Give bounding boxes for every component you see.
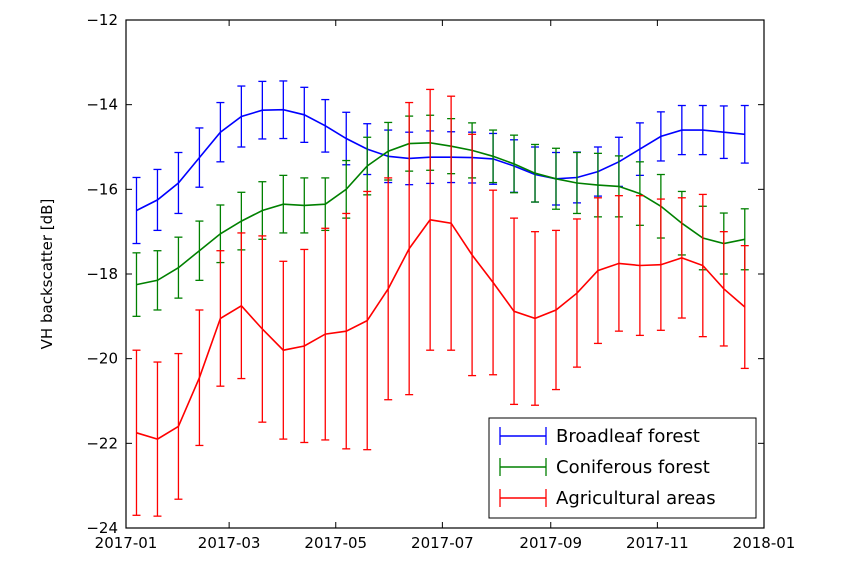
legend-box [488, 417, 757, 519]
x-tick-label: 2017-05 [304, 534, 367, 552]
series-coniferous-forest [132, 114, 749, 317]
legend-label: Broadleaf forest [556, 426, 700, 447]
y-tick-label: −16 [86, 180, 118, 198]
series-broadleaf-forest [132, 80, 749, 245]
x-tick-label: 2017-11 [626, 534, 689, 552]
x-tick-label: 2017-03 [198, 534, 261, 552]
x-tick-label: 2017-07 [411, 534, 474, 552]
plot-area [132, 80, 749, 517]
y-tick-label: −14 [86, 96, 118, 114]
y-tick-label: −18 [86, 265, 118, 283]
y-tick-label: −24 [86, 519, 118, 537]
y-tick-label: −20 [86, 350, 118, 368]
series-line [136, 108, 745, 212]
legend-label: Agricultural areas [556, 488, 716, 509]
x-tick-label: 2018-01 [733, 534, 796, 552]
legend-entry: Coniferous forest [499, 457, 710, 478]
y-tick-label: −12 [86, 11, 118, 29]
legend-entry: Broadleaf forest [499, 426, 700, 447]
x-tick-label: 2017-01 [95, 534, 158, 552]
series-line [136, 141, 745, 286]
x-tick-label: 2017-09 [519, 534, 582, 552]
series-agricultural-areas [132, 88, 749, 517]
legend: Broadleaf forest Coniferous forest Agricul… [488, 417, 757, 519]
y-tick-label: −22 [86, 434, 118, 452]
legend-entry: Agricultural areas [499, 488, 716, 509]
axes: −24 −22 −20 −18 −16 −14 −12 2017-01 2017-03 2017-… [86, 11, 795, 552]
y-axis-label: VH backscatter [dB] [38, 199, 56, 350]
series-line [136, 218, 746, 440]
legend-label: Coniferous forest [556, 457, 710, 478]
